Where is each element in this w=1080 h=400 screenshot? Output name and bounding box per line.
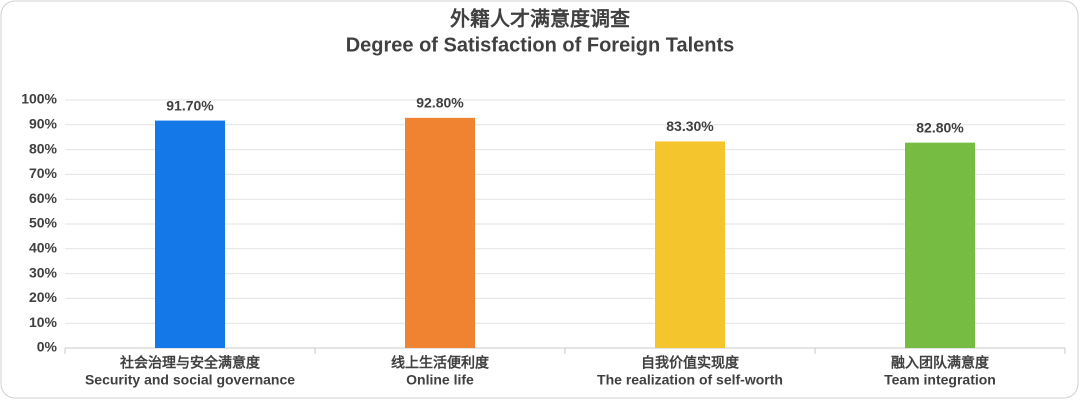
x-tick-label: Security and social governance [85, 372, 295, 388]
data-label: 91.70% [166, 97, 214, 113]
x-tick-label: Team integration [884, 372, 996, 388]
y-tick-label: 40% [29, 240, 58, 256]
chart-subtitle: Degree of Satisfaction of Foreign Talent… [346, 34, 735, 56]
x-tick-label: 社会治理与安全满意度 [119, 355, 261, 371]
y-tick-label: 20% [29, 289, 58, 305]
x-tick-label: The realization of self-worth [597, 372, 783, 388]
bar [655, 141, 725, 348]
y-tick-label: 100% [21, 91, 57, 107]
bar [405, 117, 475, 348]
data-label: 92.80% [416, 95, 464, 111]
y-tick-label: 70% [29, 165, 58, 181]
y-tick-label: 30% [29, 264, 58, 280]
chart-title: 外籍人才满意度调查 [450, 6, 630, 30]
x-tick-label: 线上生活便利度 [391, 355, 490, 371]
y-tick-label: 10% [29, 314, 58, 330]
bar [155, 120, 225, 348]
data-label: 83.30% [666, 118, 714, 134]
data-label: 82.80% [916, 119, 964, 135]
bar [905, 142, 975, 348]
y-tick-label: 80% [29, 140, 58, 156]
x-tick-label: Online life [406, 372, 474, 388]
x-tick-label: 融入团队满意度 [891, 355, 990, 371]
y-tick-label: 60% [29, 190, 58, 206]
y-tick-label: 0% [37, 339, 58, 355]
x-tick-label: 自我价值实现度 [641, 355, 740, 371]
y-tick-label: 90% [29, 116, 58, 132]
y-tick-label: 50% [29, 215, 58, 231]
